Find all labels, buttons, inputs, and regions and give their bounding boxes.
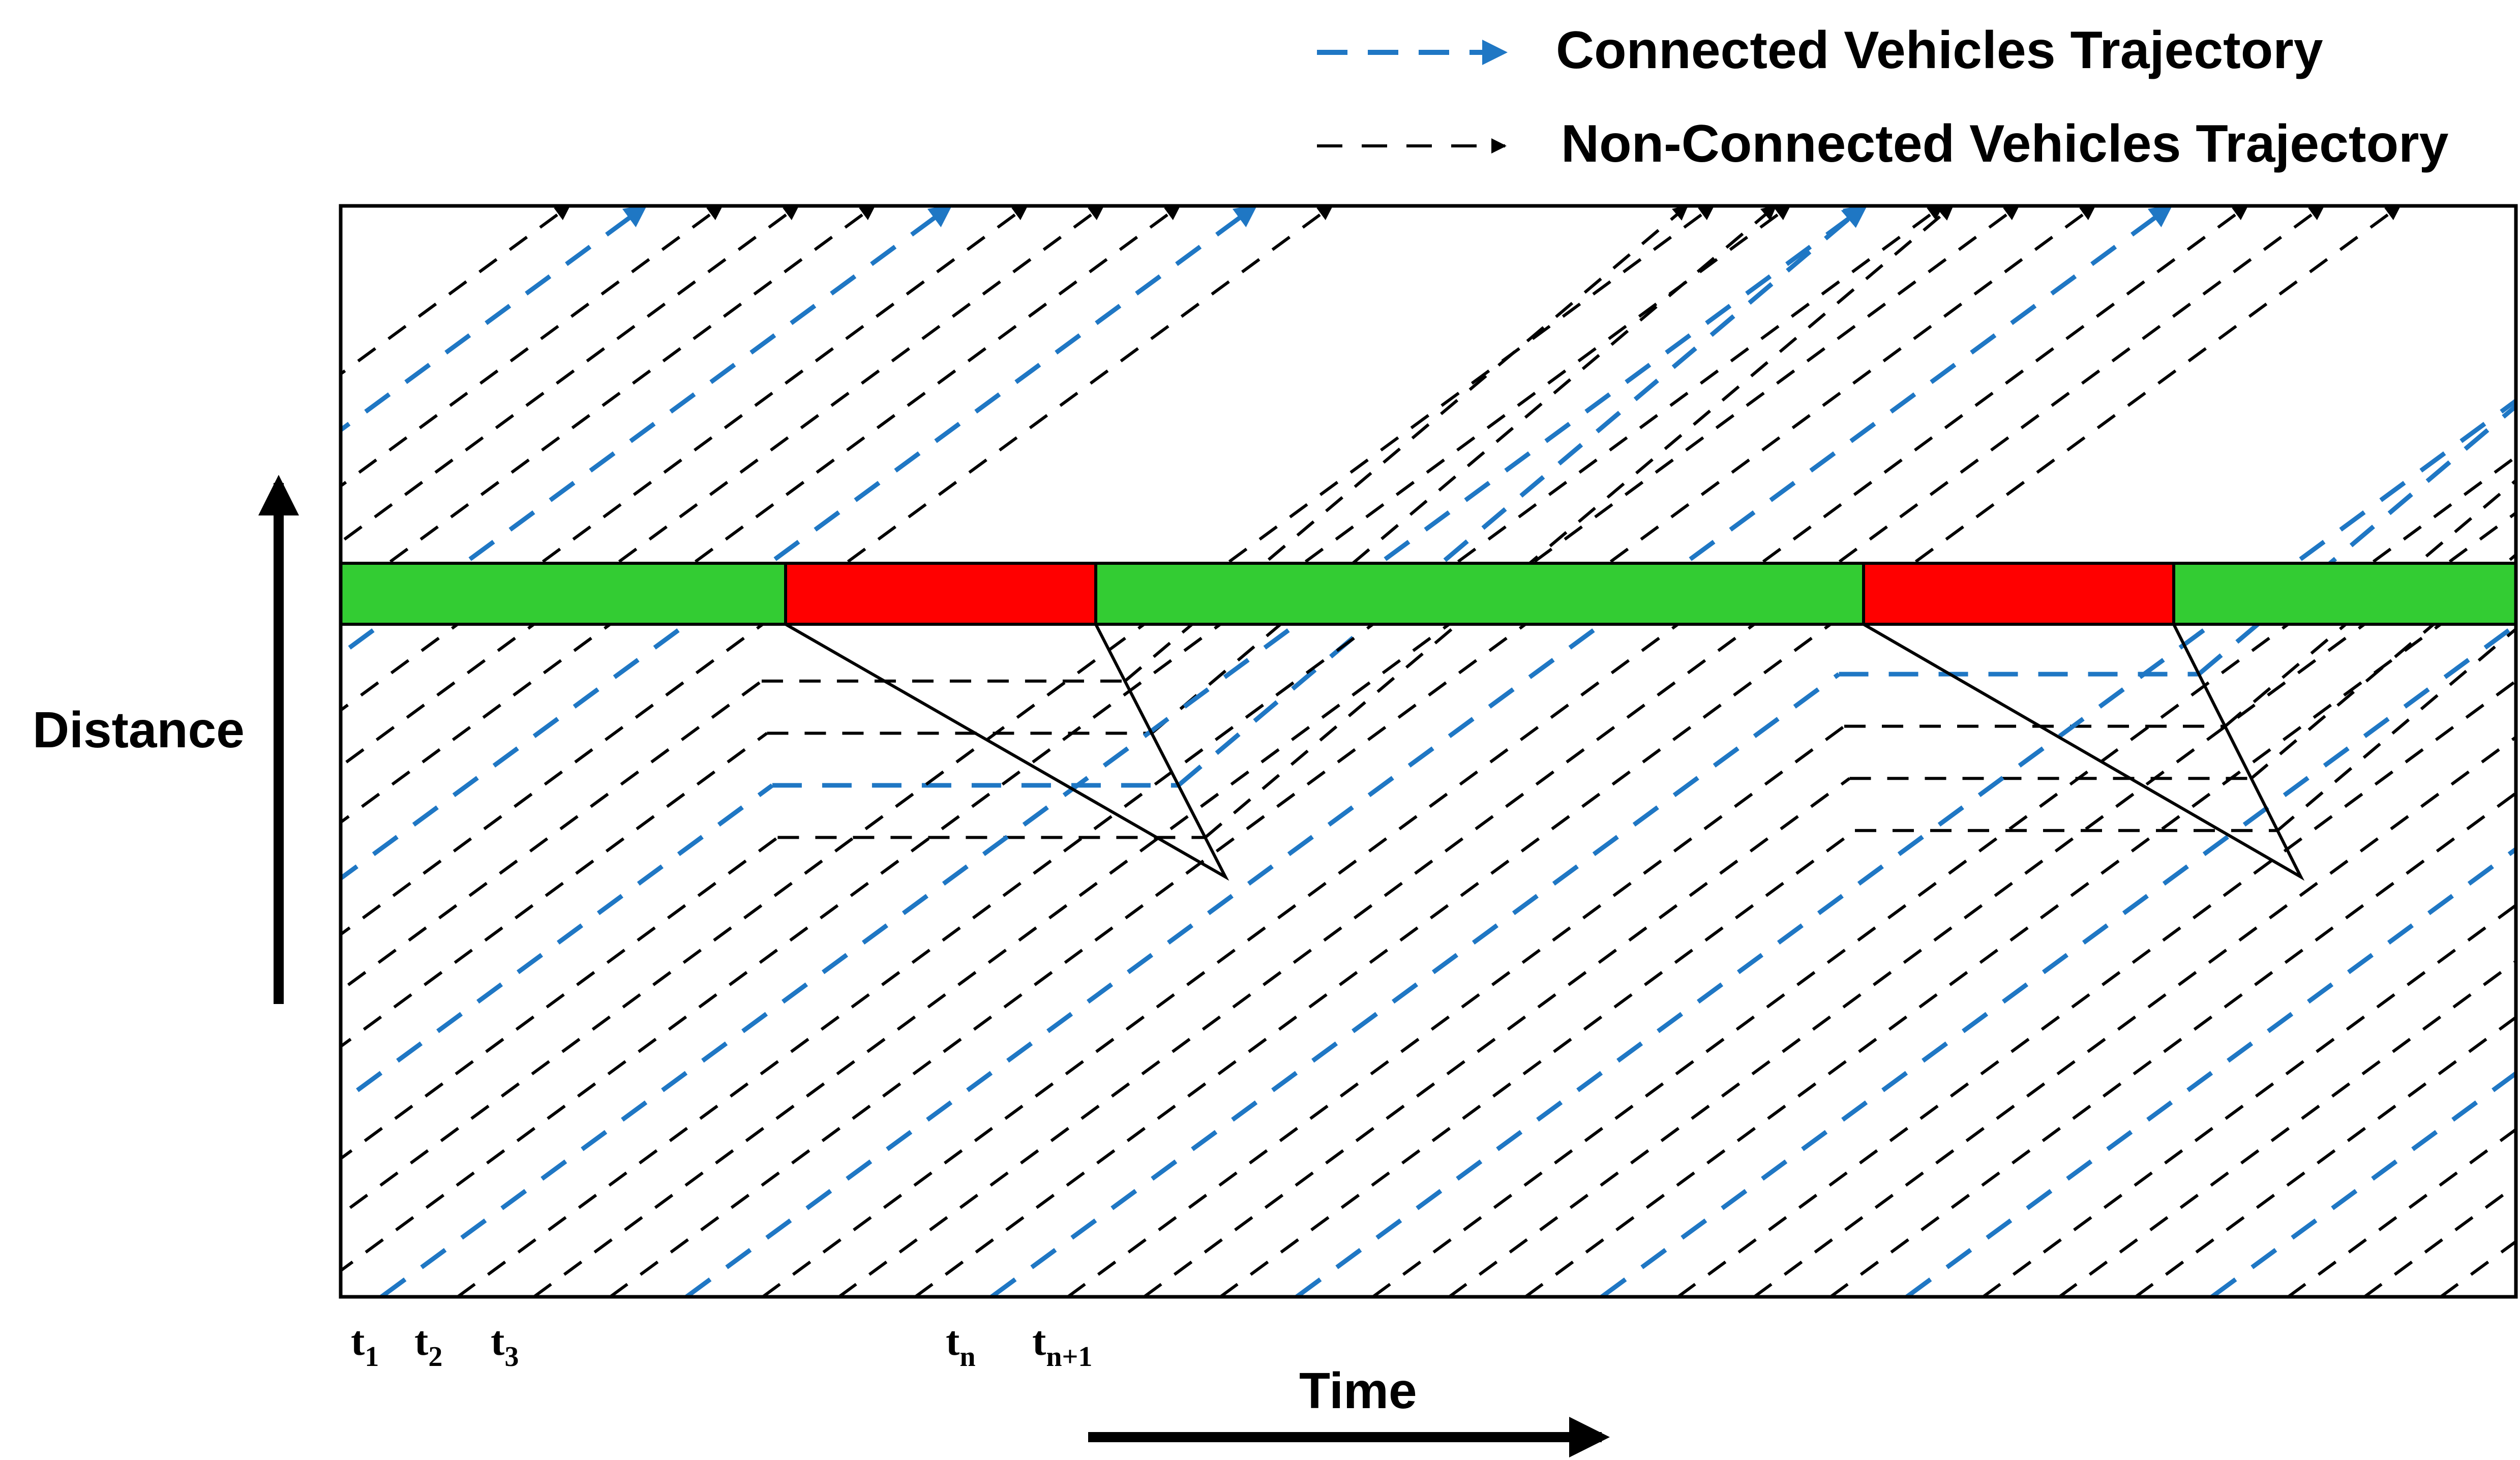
- queue-triangle-2: [1863, 623, 2305, 881]
- time-tick-5: tn+1: [1032, 1318, 1092, 1373]
- non-connected-trajectory: [914, 206, 2402, 1297]
- signal-phase-green: [339, 562, 787, 626]
- trajectory-layer: [341, 206, 2516, 1297]
- time-ticks: t1 t2 t3 tn tn+1: [351, 1318, 1092, 1373]
- time-tick-1: t1: [351, 1318, 379, 1373]
- non-connected-trajectory: [341, 206, 1105, 769]
- connected-trajectory: [341, 206, 1258, 881]
- non-connected-trajectory: [2224, 478, 2516, 727]
- non-connected-trajectory: [341, 206, 1715, 1217]
- connected-trajectory: [341, 783, 774, 1106]
- non-connected-trajectory: [1829, 791, 2516, 1297]
- non-connected-trajectory: [1448, 511, 2516, 1297]
- non-connected-trajectory: [838, 206, 2325, 1297]
- non-connected-trajectory: [1372, 454, 2516, 1297]
- non-connected-trajectory: [2058, 959, 2516, 1297]
- non-connected-trajectory: [1524, 567, 2516, 1297]
- non-connected-trajectory: [1204, 206, 1954, 839]
- non-connected-trajectory: [341, 732, 768, 1049]
- non-connected-trajectory: [457, 206, 1944, 1297]
- legend-non-connected-label: Non-Connected Vehicles Trajectory: [1561, 114, 2449, 173]
- non-connected-trajectory: [2135, 1015, 2516, 1297]
- non-connected-trajectory: [1143, 777, 1851, 1297]
- legend: Connected Vehicles Trajectory Non-Connec…: [1317, 21, 2449, 173]
- time-tick-2: t2: [414, 1318, 442, 1373]
- y-axis-label: Distance: [33, 702, 245, 758]
- legend-connected-label: Connected Vehicles Trajectory: [1556, 21, 2323, 80]
- non-connected-trajectory: [341, 206, 1791, 1273]
- time-tick-3: t3: [491, 1318, 519, 1373]
- non-connected-trajectory: [341, 206, 1334, 936]
- signal-phase-red: [784, 562, 1097, 626]
- non-connected-trajectory: [1753, 735, 2516, 1297]
- queue-shockwaves: [785, 623, 2305, 881]
- queue-triangle-1: [785, 623, 1229, 881]
- connected-trajectory: [990, 672, 1841, 1297]
- connected-trajectory: [2210, 1070, 2516, 1297]
- non-connected-trajectory: [341, 680, 763, 993]
- non-connected-trajectory: [1982, 903, 2516, 1297]
- non-connected-trajectory: [341, 206, 1181, 825]
- signal-bar: [339, 562, 2517, 626]
- non-connected-trajectory: [533, 206, 2020, 1297]
- connected-trajectory: [380, 206, 1868, 1297]
- non-connected-trajectory: [1677, 679, 2516, 1297]
- signal-phase-green: [2172, 562, 2517, 626]
- signal-phase-green: [1094, 562, 1865, 626]
- non-connected-trajectory: [2250, 553, 2516, 780]
- connected-trajectory: [1295, 398, 2516, 1297]
- plot-frame: [339, 204, 2518, 1299]
- signal-phase-red: [1862, 562, 2175, 626]
- non-connected-trajectory: [762, 206, 2249, 1297]
- non-connected-trajectory: [2440, 1239, 2516, 1297]
- x-axis: Time: [1088, 1362, 1610, 1457]
- y-axis: Distance: [33, 475, 299, 1004]
- non-connected-trajectory: [1067, 725, 1845, 1297]
- non-connected-trajectory: [341, 836, 779, 1161]
- connected-trajectory: [1905, 846, 2516, 1297]
- time-tick-4: tn: [946, 1318, 975, 1373]
- non-connected-trajectory: [1219, 829, 1856, 1297]
- connected-trajectory: [685, 206, 2173, 1297]
- non-connected-trajectory: [2276, 627, 2516, 832]
- x-axis-label: Time: [1299, 1362, 1417, 1419]
- connected-trajectory: [1177, 206, 1866, 787]
- connected-trajectory: [1600, 622, 2516, 1297]
- non-connected-trajectory: [609, 206, 2096, 1297]
- non-connected-trajectory: [2287, 1127, 2516, 1297]
